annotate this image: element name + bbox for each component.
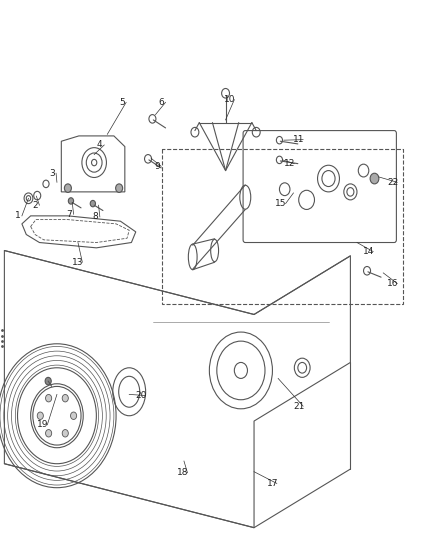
- Text: 22: 22: [387, 178, 399, 187]
- Text: 19: 19: [37, 421, 49, 429]
- Text: 8: 8: [92, 213, 99, 221]
- Text: 4: 4: [97, 141, 102, 149]
- Circle shape: [116, 184, 123, 192]
- Circle shape: [37, 412, 43, 419]
- Text: 1: 1: [14, 212, 21, 220]
- Text: 6: 6: [158, 98, 164, 107]
- Text: 21: 21: [293, 402, 304, 410]
- Circle shape: [370, 173, 379, 184]
- Text: 18: 18: [177, 469, 189, 477]
- Text: 11: 11: [293, 135, 304, 144]
- Text: 12: 12: [284, 159, 296, 168]
- Text: 9: 9: [154, 162, 160, 171]
- Text: 20: 20: [135, 391, 147, 400]
- Circle shape: [62, 430, 68, 437]
- Text: 15: 15: [276, 199, 287, 208]
- Text: 13: 13: [72, 258, 84, 266]
- Circle shape: [68, 198, 74, 204]
- FancyBboxPatch shape: [243, 131, 396, 243]
- Circle shape: [62, 394, 68, 402]
- Circle shape: [90, 200, 95, 207]
- Text: 16: 16: [387, 279, 399, 288]
- Circle shape: [64, 184, 71, 192]
- Circle shape: [45, 377, 51, 385]
- Circle shape: [71, 412, 77, 419]
- Circle shape: [46, 430, 52, 437]
- Text: 14: 14: [363, 247, 374, 256]
- Circle shape: [46, 394, 52, 402]
- Text: 17: 17: [267, 479, 278, 488]
- Text: 7: 7: [66, 210, 72, 219]
- Text: 10: 10: [224, 95, 236, 104]
- Text: 2: 2: [32, 201, 38, 209]
- Text: 3: 3: [49, 169, 55, 177]
- Text: 5: 5: [119, 98, 125, 107]
